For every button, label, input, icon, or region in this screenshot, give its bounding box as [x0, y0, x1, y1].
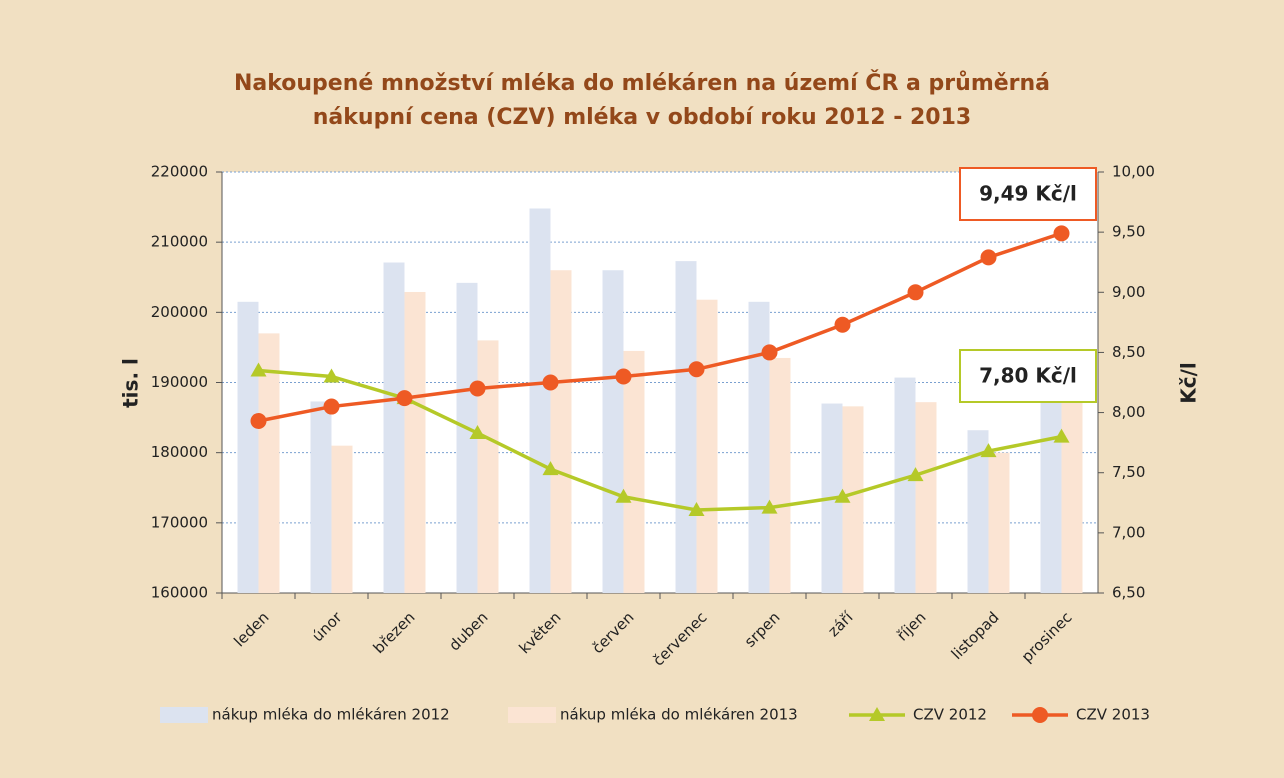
- legend-label: CZV 2013: [1076, 706, 1150, 724]
- bar: [894, 377, 916, 593]
- bar: [310, 401, 332, 593]
- point: [615, 488, 632, 503]
- point: [615, 368, 632, 385]
- point: [980, 443, 997, 458]
- legend-label: nákup mléka do mlékáren 2013: [560, 706, 798, 724]
- legend-swatch: [160, 707, 208, 723]
- x-tick-label: červen: [589, 608, 638, 657]
- bar: [842, 406, 864, 593]
- x-tick-label: leden: [230, 608, 272, 650]
- y-tick-label: 190000: [151, 373, 208, 391]
- x-tick-label: květen: [515, 608, 564, 657]
- point: [250, 362, 267, 377]
- point: [688, 361, 705, 378]
- x-tick-label: únor: [308, 608, 346, 646]
- legend-label: CZV 2012: [913, 706, 987, 724]
- chart-title: Nakoupené množství mléka do mlékáren na …: [234, 70, 1050, 96]
- annotation: 7,80 Kč/l: [979, 364, 1077, 388]
- y2-tick-label: 10,00: [1112, 163, 1155, 181]
- bar: [550, 270, 572, 593]
- y-tick-label: 170000: [151, 513, 208, 531]
- annotation-box: [959, 167, 1097, 221]
- bar: [1061, 393, 1083, 593]
- point: [323, 398, 340, 415]
- legend-swatch: [508, 707, 556, 723]
- y-tick-label: 210000: [151, 233, 208, 251]
- bar: [602, 270, 624, 593]
- y2-tick-label: 9,00: [1112, 283, 1145, 301]
- point: [1053, 225, 1070, 242]
- bar: [748, 301, 770, 593]
- point: [542, 461, 559, 476]
- y-tick-label: 200000: [151, 303, 208, 321]
- x-tick-label: červenec: [649, 608, 710, 669]
- x-tick-label: prosinec: [1018, 608, 1076, 666]
- bar: [915, 402, 937, 593]
- line: [258, 368, 1062, 512]
- bar: [237, 301, 259, 593]
- bar: [258, 333, 280, 593]
- point: [250, 412, 267, 429]
- point: [761, 344, 778, 361]
- point: [834, 488, 851, 503]
- point: [869, 707, 885, 721]
- chart-title: nákupní cena (CZV) mléka v období roku 2…: [313, 105, 971, 130]
- bar: [529, 208, 551, 593]
- bar: [675, 261, 697, 593]
- bar: [1040, 400, 1062, 593]
- bar: [769, 357, 791, 593]
- y2-tick-label: 8,00: [1112, 403, 1145, 421]
- point: [469, 425, 486, 440]
- y-tick-label: 180000: [151, 443, 208, 461]
- y2-tick-label: 7,00: [1112, 523, 1145, 541]
- legend-label: nákup mléka do mlékáren 2012: [212, 706, 450, 724]
- x-tick-label: listopad: [948, 608, 1003, 663]
- point: [907, 467, 924, 482]
- point: [761, 499, 778, 514]
- point: [396, 390, 413, 407]
- point: [323, 368, 340, 383]
- y2-tick-label: 6,50: [1112, 584, 1145, 602]
- y2-axis-label: Kč/l: [1177, 362, 1201, 404]
- point: [907, 284, 924, 301]
- x-tick-label: srpen: [741, 608, 784, 651]
- bar: [331, 445, 353, 593]
- point: [469, 380, 486, 397]
- point: [1032, 707, 1048, 723]
- line: [258, 231, 1063, 423]
- annotation: 9,49 Kč/l: [979, 182, 1077, 206]
- y-tick-label: 220000: [151, 163, 208, 181]
- point: [688, 502, 705, 517]
- point: [1053, 428, 1070, 443]
- y-axis-label: tis. l: [119, 358, 143, 408]
- x-tick-label: duben: [445, 608, 491, 654]
- y2-tick-label: 9,50: [1112, 223, 1145, 241]
- y2-tick-label: 8,50: [1112, 343, 1145, 361]
- bar: [623, 350, 645, 593]
- x-tick-label: březen: [370, 608, 419, 657]
- annotation-box: [959, 349, 1097, 403]
- y2-tick-label: 7,50: [1112, 463, 1145, 481]
- bar: [477, 340, 499, 593]
- bar: [696, 299, 718, 593]
- bar: [988, 452, 1010, 593]
- x-tick-label: říjen: [893, 608, 929, 644]
- bar: [383, 262, 405, 593]
- bar: [967, 430, 989, 593]
- point: [542, 374, 559, 391]
- bar: [456, 282, 478, 593]
- x-tick-label: září: [824, 608, 857, 641]
- bar: [404, 291, 426, 593]
- y-tick-label: 160000: [151, 584, 208, 602]
- point: [834, 316, 851, 333]
- point: [980, 249, 997, 266]
